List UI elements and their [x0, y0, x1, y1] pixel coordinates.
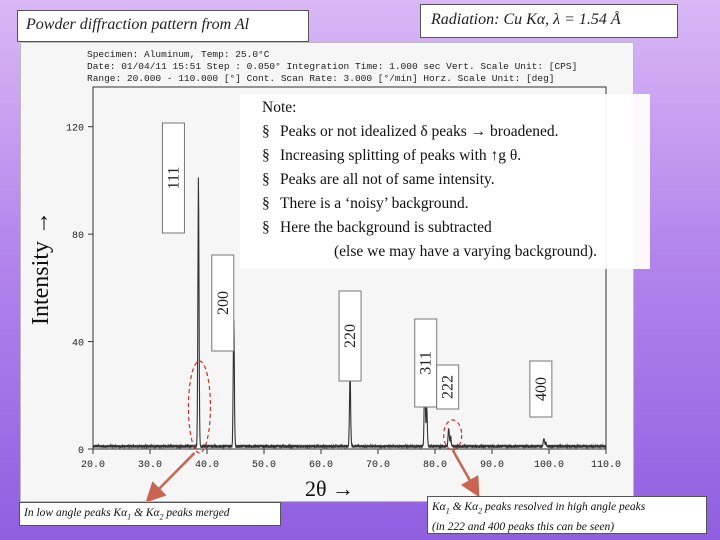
peak-label-311: 311	[418, 351, 435, 374]
bullet-symbol: §	[262, 171, 270, 188]
x-tick-label: 50.0	[252, 460, 276, 471]
note-bullet-2: § Increasing splitting of peaks with ↑g θ…	[262, 144, 650, 168]
peak-label-220: 220	[342, 324, 359, 348]
x-tick-label: 70.0	[366, 460, 390, 471]
y-axis-label: Intensity →	[28, 211, 54, 325]
x-tick-label: 100.0	[534, 460, 564, 471]
x-tick-label: 40.0	[195, 460, 219, 471]
y-tick-label: 0	[78, 446, 84, 457]
caption-text: & Kα	[131, 507, 160, 519]
note-continuation: (else we may have a varying background).	[334, 243, 597, 260]
bullet-symbol: §	[262, 219, 270, 236]
y-tick-label: 80	[72, 231, 84, 242]
bullet-symbol: §	[262, 195, 270, 212]
x-axis-label: 2θ →	[305, 476, 355, 501]
peak-label-200: 200	[215, 291, 232, 315]
low-angle-highlight	[187, 360, 212, 454]
header-line-3: Range: 20.000 - 110.000 [°] Cont. Scan R…	[87, 73, 554, 84]
bullet-symbol: §	[262, 123, 270, 140]
x-tick-label: 90.0	[480, 460, 504, 471]
caption-subscript: 1	[127, 512, 132, 522]
arrow-to-low-angle-caption	[145, 452, 196, 501]
caption-high-angle: Kα1 & Kα2 peaks resolved in high angle p…	[427, 496, 707, 534]
peak-label-222: 222	[440, 375, 457, 399]
caption-text: peaks resolved in high angle peaks	[482, 501, 646, 513]
x-tick-label: 80.0	[423, 460, 447, 471]
peak-label-box-220	[338, 290, 362, 382]
caption-text: & Kα	[449, 501, 479, 513]
x-tick-label: 20.0	[81, 460, 105, 471]
note-bullet-text: There is a ‘noisy’ background.	[280, 195, 469, 212]
caption-subscript: 1	[445, 506, 450, 516]
arrow-to-high-angle-caption	[451, 449, 480, 498]
note-bullet-3: § Peaks are all not of same intensity.	[262, 168, 650, 192]
peak-label-box-400	[529, 360, 553, 418]
note-bullet-text: Increasing splitting of peaks with ↑g θ.	[280, 147, 522, 164]
peak-label-box-200	[211, 254, 235, 352]
note-bullet-5: § Here the background is subtracted	[262, 216, 650, 240]
note-box: Note: § Peaks or not idealized δ peaks → …	[240, 94, 650, 269]
peak-label-111: 111	[165, 167, 182, 190]
peak-label-box-111	[161, 122, 185, 234]
x-tick-label: 60.0	[309, 460, 333, 471]
y-tick-label: 40	[72, 339, 84, 350]
y-tick-label: 120	[66, 124, 84, 135]
caption-subscript: 2	[159, 512, 164, 522]
diffraction-trace	[92, 177, 607, 450]
x-tick-label: 30.0	[138, 460, 162, 471]
caption-text: In low angle peaks Kα	[24, 507, 128, 519]
diffraction-chart: Specimen: Aluminum, Temp: 25.0°C Date: 0…	[66, 49, 621, 501]
peak-label-box-222	[436, 364, 460, 410]
chart-title: Powder diffraction pattern from Al	[17, 10, 309, 42]
note-bullet-text: Here the background is subtracted	[280, 219, 492, 236]
note-bullet-4: § There is a ‘noisy’ background.	[262, 192, 650, 216]
peak-label-box-311	[414, 318, 438, 408]
caption-low-angle: In low angle peaks Kα1 & Kα2 peaks merge…	[19, 502, 281, 526]
note-bullet-text: Peaks or not idealized δ peaks → broaden…	[280, 123, 559, 140]
bullet-symbol: §	[262, 147, 270, 164]
high-angle-highlight	[443, 419, 463, 451]
caption-text: peaks merged	[163, 507, 230, 519]
header-line-1: Specimen: Aluminum, Temp: 25.0°C	[87, 49, 270, 60]
caption-text: (in 222 and 400 peaks this can be seen)	[432, 521, 615, 534]
note-bullet-1: § Peaks or not idealized δ peaks → broade…	[262, 120, 650, 144]
note-heading: Note:	[262, 99, 297, 116]
note-bullet-text: Peaks are all not of same intensity.	[280, 171, 495, 188]
header-line-2: Date: 01/04/11 15:51 Step : 0.050° Integ…	[87, 61, 577, 72]
peak-label-400: 400	[533, 377, 550, 401]
radiation-label: Radiation: Cu Kα, λ = 1.54 Å	[420, 4, 678, 38]
x-tick-label: 110.0	[591, 460, 621, 471]
caption-text: Kα	[432, 501, 446, 513]
caption-subscript: 2	[478, 506, 483, 516]
